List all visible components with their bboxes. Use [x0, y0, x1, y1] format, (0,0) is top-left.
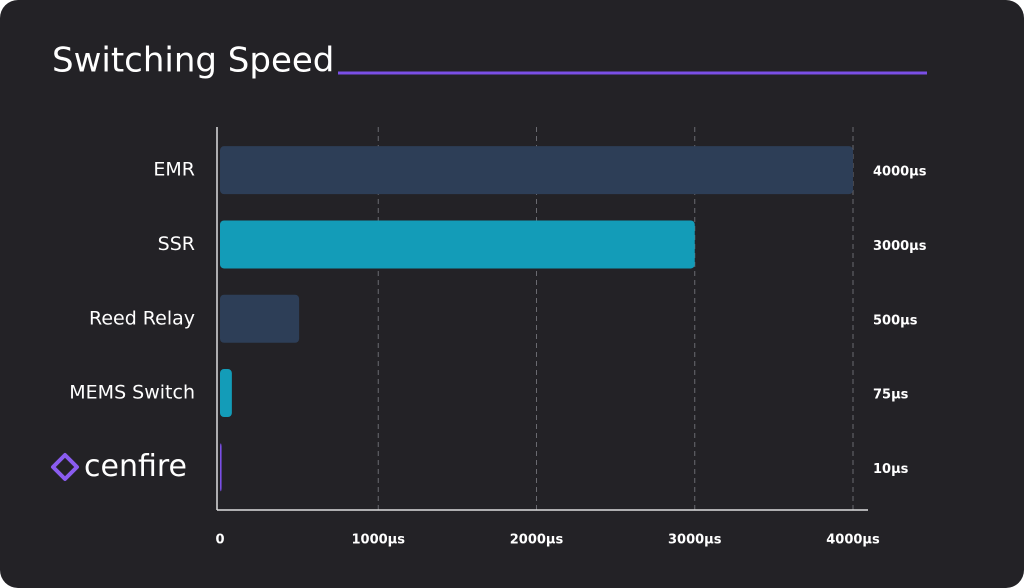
value-label: 4000µs: [873, 165, 927, 180]
labels: 0 1000µs 2000µs 3000µs 4000µs EMR 4000µs SSR 300…: [69, 159, 926, 548]
bar: [220, 369, 232, 418]
y-tick-label: EMR: [153, 159, 195, 181]
logo-text: cenfire: [84, 449, 187, 484]
bar: [220, 220, 695, 269]
bar: [220, 443, 222, 492]
chart-title: Switching Speed: [52, 41, 334, 81]
x-tick-label: 1000µs: [352, 533, 406, 548]
value-label: 500µs: [873, 313, 918, 328]
y-tick-label: Reed Relay: [89, 307, 195, 329]
value-label: 75µs: [873, 388, 909, 403]
x-tick-label: 0: [215, 533, 224, 548]
x-tick-label: 3000µs: [668, 533, 722, 548]
x-tick-label: 4000µs: [826, 533, 880, 548]
bar: [220, 146, 853, 195]
x-tick-label: 2000µs: [510, 533, 564, 548]
value-label: 10µs: [873, 462, 909, 477]
y-tick-label: MEMS Switch: [69, 382, 195, 404]
logo-icon: [51, 453, 79, 481]
bars: [220, 146, 853, 492]
y-tick-label: SSR: [158, 233, 195, 255]
value-label: 3000µs: [873, 239, 927, 254]
bar: [220, 294, 300, 343]
